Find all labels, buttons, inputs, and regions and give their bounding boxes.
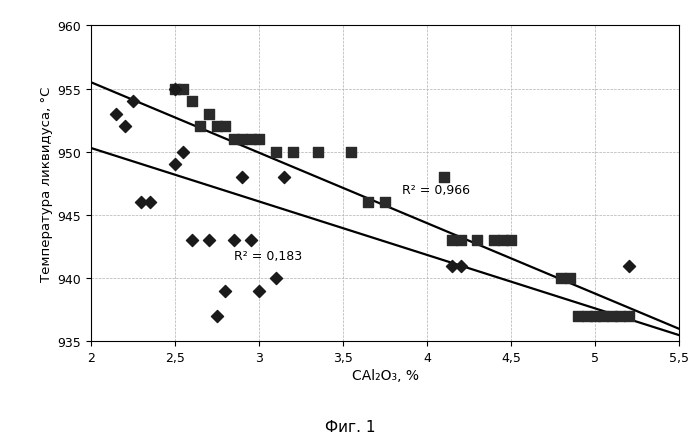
разр. способ [169,86,181,93]
хим. анал [178,149,189,156]
разр. способ [287,149,298,156]
разр. способ [270,149,281,156]
разр. способ [505,237,517,244]
хим. анал [245,237,256,244]
хим. анал [455,262,466,269]
хим. анал [169,162,181,169]
хим. анал [136,199,147,206]
разр. способ [203,111,214,118]
хим. анал [127,99,139,106]
разр. способ [220,124,231,131]
разр. способ [489,237,500,244]
разр. способ [573,313,584,320]
хим. анал [111,111,122,118]
хим. анал [211,313,223,320]
хим. анал [186,237,197,244]
разр. способ [472,237,483,244]
хим. анал [279,174,290,181]
хим. анал [119,124,130,131]
разр. способ [564,275,575,282]
хим. анал [228,237,239,244]
разр. способ [438,174,449,181]
разр. способ [245,136,256,143]
разр. способ [195,124,206,131]
разр. способ [497,237,508,244]
разр. способ [379,199,391,206]
X-axis label: CAl₂O₃, %: CAl₂O₃, % [351,368,419,382]
разр. способ [606,313,617,320]
разр. способ [615,313,626,320]
разр. способ [237,136,248,143]
хим. анал [144,199,155,206]
хим. анал [623,262,634,269]
разр. способ [346,149,357,156]
разр. способ [186,99,197,106]
хим. анал [253,288,265,295]
разр. способ [581,313,592,320]
хим. анал [203,237,214,244]
Y-axis label: Температура ликвидуса, °C: Температура ликвидуса, °C [40,86,53,282]
разр. способ [228,136,239,143]
разр. способ [455,237,466,244]
Text: R² = 0,966: R² = 0,966 [402,184,470,197]
хим. анал [270,275,281,282]
хим. анал [169,86,181,93]
разр. способ [598,313,609,320]
разр. способ [589,313,601,320]
Text: R² = 0,183: R² = 0,183 [234,249,302,262]
хим. анал [447,262,458,269]
разр. способ [363,199,374,206]
разр. способ [253,136,265,143]
хим. анал [237,174,248,181]
разр. способ [447,237,458,244]
Text: Фиг. 1: Фиг. 1 [325,419,375,434]
разр. способ [312,149,323,156]
разр. способ [556,275,567,282]
разр. способ [623,313,634,320]
разр. способ [211,124,223,131]
хим. анал [220,288,231,295]
разр. способ [178,86,189,93]
